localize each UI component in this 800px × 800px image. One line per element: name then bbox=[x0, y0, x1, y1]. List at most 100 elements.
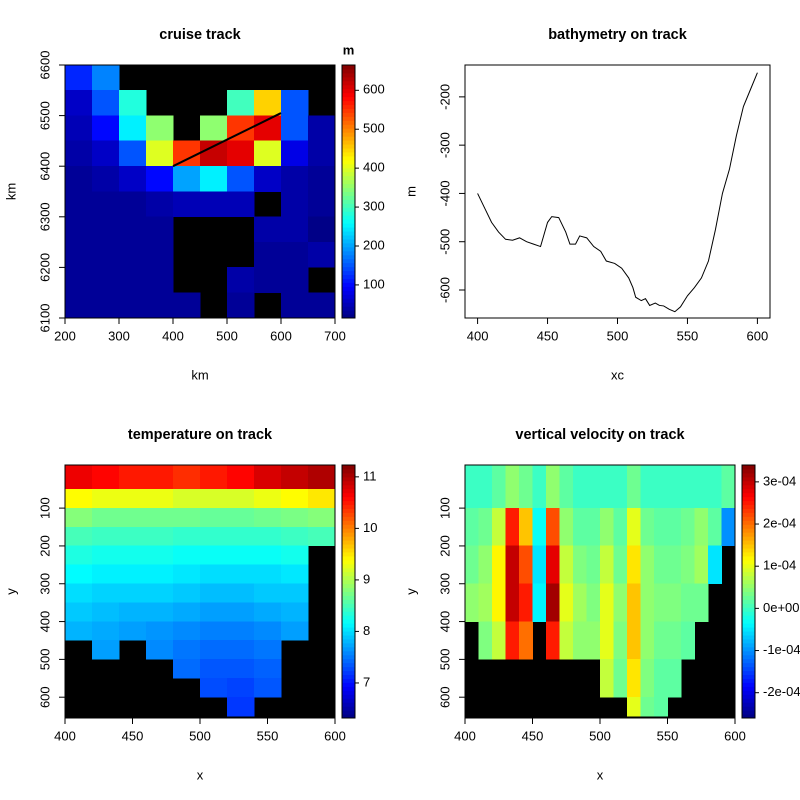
heatmap-cell bbox=[253, 464, 282, 490]
colorbar-tick-label: 8 bbox=[363, 623, 370, 638]
heatmap-cell bbox=[91, 267, 120, 293]
colorbar-swatch bbox=[342, 468, 355, 474]
heatmap-cell bbox=[545, 545, 560, 584]
colorbar-swatch bbox=[342, 84, 355, 90]
heatmap-cell bbox=[226, 602, 255, 622]
colorbar-swatch bbox=[342, 274, 355, 279]
heatmap-cell bbox=[532, 464, 547, 509]
colorbar-swatch bbox=[342, 80, 355, 86]
heatmap-cell bbox=[253, 216, 282, 243]
colorbar-swatch bbox=[742, 662, 755, 668]
heatmap-cell bbox=[253, 526, 282, 547]
heatmap-cell bbox=[172, 464, 201, 490]
heatmap-cell bbox=[172, 292, 201, 319]
colorbar-tick-label: -1e-04 bbox=[763, 642, 800, 657]
colorbar-swatch bbox=[342, 112, 355, 117]
colorbar-swatch bbox=[742, 468, 755, 474]
x-tick-label: 600 bbox=[324, 728, 346, 743]
colorbar-swatch bbox=[742, 544, 755, 549]
heatmap-cell bbox=[626, 621, 641, 660]
colorbar-swatch bbox=[342, 215, 355, 220]
heatmap-cell bbox=[680, 583, 695, 622]
colorbar-swatch bbox=[342, 575, 355, 581]
colorbar-swatch bbox=[342, 68, 355, 74]
colorbar-swatch bbox=[342, 163, 355, 169]
heatmap-cell bbox=[226, 640, 255, 660]
colorbar-swatch bbox=[342, 175, 355, 181]
heatmap-cell bbox=[640, 621, 655, 660]
colorbar-swatch bbox=[342, 638, 355, 644]
colorbar-swatch bbox=[742, 524, 755, 529]
colorbar-frame bbox=[341, 464, 356, 719]
y-tick-label: 600 bbox=[437, 686, 452, 708]
heatmap-cell bbox=[199, 659, 228, 679]
heatmap-cell bbox=[64, 507, 93, 528]
x-axis-label: x bbox=[197, 767, 204, 782]
colorbar-swatch bbox=[342, 524, 355, 529]
x-tick-label: 500 bbox=[607, 328, 629, 343]
heatmap-cell bbox=[721, 464, 736, 509]
colorbar-swatch bbox=[742, 642, 755, 648]
heatmap-cell bbox=[145, 464, 174, 490]
colorbar-swatch bbox=[742, 540, 755, 545]
heatmap-cell bbox=[599, 583, 614, 622]
y-tick-label: 600 bbox=[37, 686, 52, 708]
colorbar-swatch bbox=[342, 686, 355, 691]
y-tick-label: 400 bbox=[37, 611, 52, 633]
heatmap-cell bbox=[280, 292, 309, 319]
heatmap-cell bbox=[172, 659, 201, 679]
heatmap-cell bbox=[118, 464, 147, 490]
heatmap-cell bbox=[253, 488, 282, 509]
heatmap-cell bbox=[505, 507, 520, 547]
heatmap-cell bbox=[64, 191, 93, 218]
x-tick-label: 400 bbox=[162, 328, 184, 343]
colorbar-swatch bbox=[342, 227, 355, 232]
colorbar-swatch bbox=[742, 702, 755, 707]
heatmap-cell bbox=[572, 545, 587, 584]
x-tick-label: 550 bbox=[257, 728, 279, 743]
heatmap-cell bbox=[586, 507, 601, 547]
y-tick-label: 100 bbox=[37, 497, 52, 519]
colorbar-swatch bbox=[342, 104, 355, 109]
heatmap-cell bbox=[545, 464, 560, 509]
heatmap-cell bbox=[307, 216, 336, 243]
colorbar-swatch bbox=[742, 559, 755, 565]
heatmap-cell bbox=[118, 90, 147, 116]
heatmap-cell bbox=[626, 545, 641, 584]
colorbar-swatch bbox=[742, 706, 755, 711]
heatmap-cell bbox=[91, 602, 120, 622]
colorbar-tick-label: 9 bbox=[363, 571, 370, 586]
y-tick-label: 6600 bbox=[37, 51, 52, 80]
heatmap-cell bbox=[653, 659, 668, 698]
heatmap-cell bbox=[640, 507, 655, 547]
colorbar-tick-label: 400 bbox=[363, 160, 385, 175]
heatmap-cell bbox=[172, 621, 201, 641]
heatmap-cell bbox=[91, 507, 120, 528]
colorbar-swatch bbox=[742, 658, 755, 664]
colorbar-swatch bbox=[342, 128, 355, 133]
heatmap-cell bbox=[118, 602, 147, 622]
colorbar-swatch bbox=[342, 465, 355, 470]
heatmap-cell bbox=[145, 640, 174, 660]
heatmap-cell bbox=[199, 464, 228, 490]
colorbar-swatch bbox=[342, 199, 355, 204]
colorbar-tick-label: 500 bbox=[363, 121, 385, 136]
heatmap-cell bbox=[172, 488, 201, 509]
x-tick-label: 550 bbox=[677, 328, 699, 343]
heatmap-cell bbox=[91, 241, 120, 268]
heatmap-cell bbox=[226, 678, 255, 698]
heatmap-cell bbox=[253, 564, 282, 584]
colorbar-swatch bbox=[742, 710, 755, 715]
heatmap-cell bbox=[680, 507, 695, 547]
heatmap-cell bbox=[280, 564, 309, 584]
heatmap-cell bbox=[253, 545, 282, 566]
plot-frame bbox=[464, 64, 771, 319]
heatmap-cell bbox=[280, 140, 309, 167]
colorbar-swatch bbox=[742, 698, 755, 703]
heatmap-cell bbox=[91, 640, 120, 660]
colorbar-swatch bbox=[342, 492, 355, 498]
colorbar-swatch bbox=[342, 484, 355, 490]
colorbar-tick-label: 7 bbox=[363, 674, 370, 689]
colorbar-swatch bbox=[742, 480, 755, 486]
heatmap-cell bbox=[491, 583, 506, 622]
